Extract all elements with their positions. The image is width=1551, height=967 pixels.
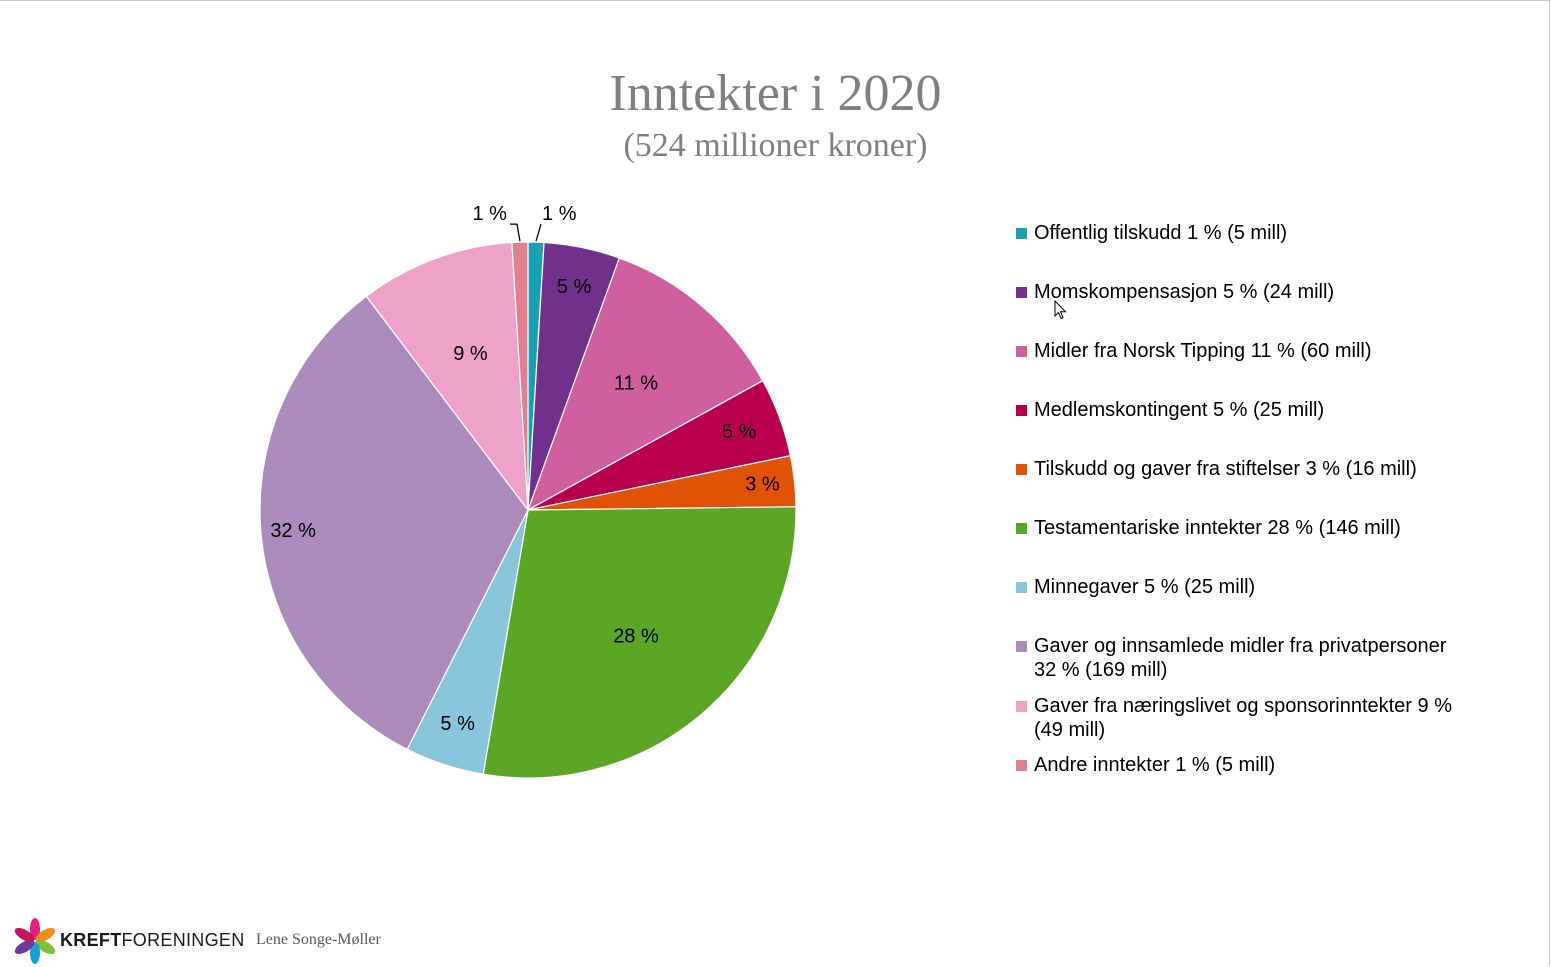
brand-bold: KREFT: [60, 930, 122, 950]
leader-line-1: [535, 223, 542, 242]
pie-slice-9: [365, 241, 529, 512]
legend-swatch: [1016, 346, 1027, 357]
pie-slice-6: [482, 506, 797, 779]
legend-label: Midler fra Norsk Tipping 11 % (60 mill): [1034, 340, 1372, 362]
data-label-5: 3 %: [745, 474, 780, 496]
legend-swatch: [1016, 405, 1027, 416]
legend-label: Gaver og innsamlede midler fra privatper…: [1034, 635, 1447, 681]
data-label-7: 5 %: [440, 713, 475, 735]
legend-swatch: [1016, 464, 1027, 475]
data-label-8: 32 %: [270, 520, 316, 542]
data-label-1: 1 %: [542, 203, 577, 225]
pie-slice-10: [511, 241, 529, 511]
legend-swatch: [1016, 228, 1027, 239]
data-label-3: 11 %: [614, 373, 658, 395]
legend-label: Momskompensasjon 5 % (24 mill): [1034, 281, 1335, 303]
chart-subtitle: (524 millioner kroner): [623, 127, 928, 164]
data-label-9: 9 %: [453, 343, 488, 365]
mouse-pointer-icon: [1054, 300, 1067, 320]
pie-chart: 5 % 11 % 5 % 3 % 28 % 5 % 32 % 9 % 1 % 1 %: [259, 203, 797, 779]
legend-swatch: [1016, 287, 1027, 298]
pie-slice-3: [526, 257, 764, 512]
leader-line-10: [509, 223, 521, 242]
data-label-4: 5 %: [722, 421, 757, 443]
data-label-10: 1 %: [473, 203, 508, 225]
chart-title: Inntekter i 2020: [609, 65, 942, 122]
legend-label: Testamentariske inntekter 28 % (146 mill…: [1034, 517, 1401, 539]
legend-swatch: [1016, 523, 1027, 534]
author-name: Lene Songe-Møller: [256, 931, 381, 948]
legend-swatch: [1016, 641, 1027, 652]
legend-swatch: [1016, 582, 1027, 593]
legend-swatch: [1016, 701, 1027, 712]
legend-swatch: [1016, 760, 1027, 771]
legend-label: Gaver fra næringslivet og sponsorinntekt…: [1034, 695, 1452, 741]
legend-label: Offentlig tilskudd 1 % (5 mill): [1034, 222, 1288, 244]
brand-name: KREFTFORENINGEN: [60, 930, 245, 951]
legend-label: Medlemskontingent 5 % (25 mill): [1034, 399, 1325, 421]
flower-logo-icon: [14, 918, 56, 964]
data-label-6: 28 %: [613, 625, 659, 647]
data-label-2: 5 %: [557, 276, 592, 298]
brand-rest: FORENINGEN: [121, 930, 245, 950]
legend-label: Minnegaver 5 % (25 mill): [1034, 576, 1256, 598]
legend-label: Tilskudd og gaver fra stiftelser 3 % (16…: [1034, 458, 1417, 480]
pie-slice-8: [259, 295, 529, 751]
legend-label: Andre inntekter 1 % (5 mill): [1034, 754, 1276, 776]
